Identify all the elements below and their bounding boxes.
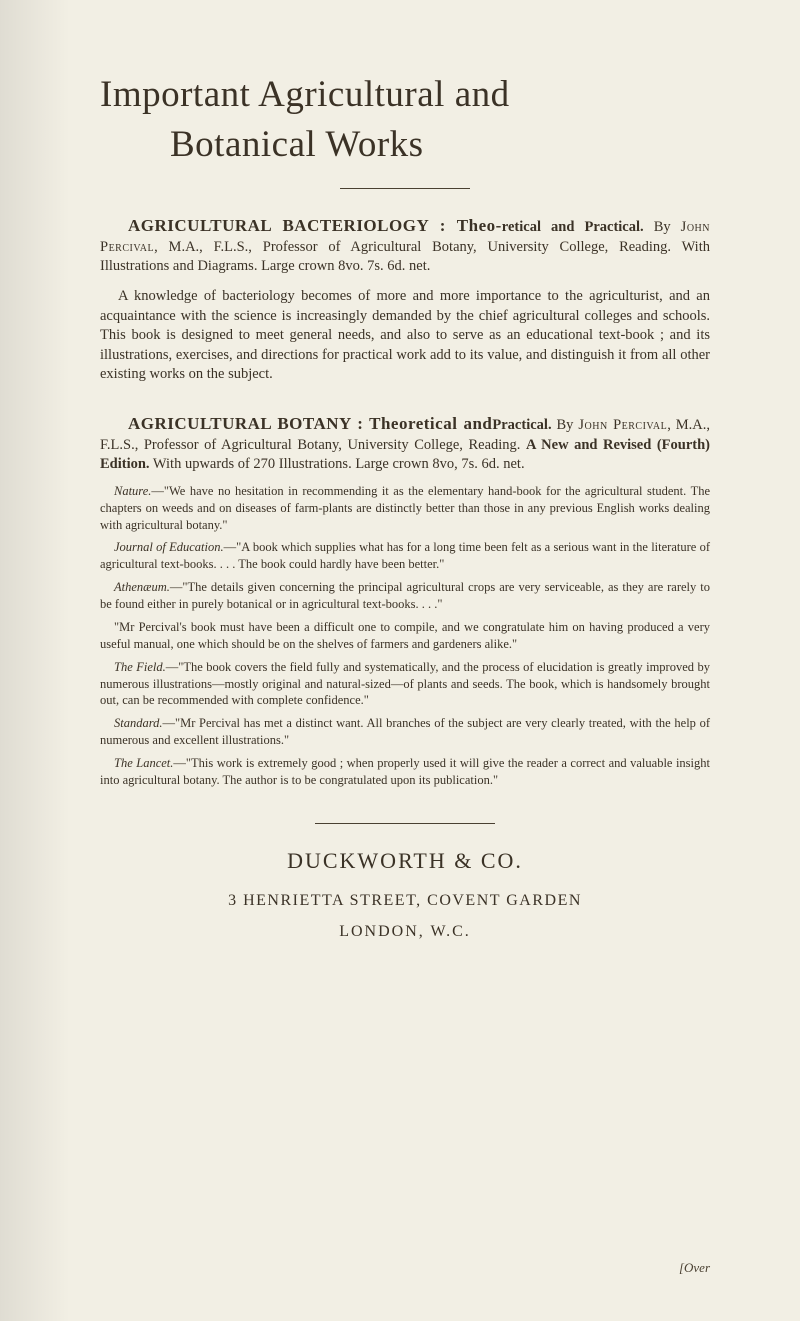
publisher-address-line-2: LONDON, W.C.: [100, 921, 710, 943]
review-item: "Mr Percival's book must have been a dif…: [100, 619, 710, 653]
review-source: Athenæum.: [114, 580, 170, 594]
review-source: The Lancet.: [114, 756, 173, 770]
review-source: The Field.: [114, 660, 166, 674]
title-rule: [340, 188, 470, 189]
review-text: —"The book covers the field fully and sy…: [100, 660, 710, 708]
entry-1-head-tail: By: [644, 219, 681, 235]
review-source: Nature.: [114, 484, 151, 498]
review-text: —"The details given concerning the princ…: [100, 580, 710, 611]
entry-1-head-rest: retical and Practical.: [502, 219, 644, 235]
title-line-2: Botanical Works: [100, 120, 710, 170]
publisher-rule: [315, 823, 495, 824]
review-item: Journal of Education.—"A book which supp…: [100, 539, 710, 573]
page-turn-indicator: [Over: [679, 1259, 710, 1277]
entry-2-after-bold2: With upwards of 270 Illustrations. Large…: [150, 456, 525, 472]
review-item: Athenæum.—"The details given concerning …: [100, 579, 710, 613]
entry-1-body: A knowledge of bacteriology becomes of m…: [100, 287, 710, 385]
book-entry-1: AGRICULTURAL BACTERIOLOGY : Theo-retical…: [100, 215, 710, 385]
entry-2-head-tail: By: [552, 417, 579, 433]
entry-2-author: John Percival: [578, 417, 667, 433]
page-title: Important Agricultural and Botanical Wor…: [100, 70, 710, 170]
review-text: —"Mr Percival has met a distinct want. A…: [100, 716, 710, 747]
review-item: Standard.—"Mr Percival has met a distinc…: [100, 715, 710, 749]
entry-2-head-rest: Practical.: [492, 417, 551, 433]
publisher-address-line-1: 3 HENRIETTA STREET, COVENT GARDEN: [100, 890, 710, 912]
review-item: Nature.—"We have no hesitation in recomm…: [100, 483, 710, 534]
book-entry-2: AGRICULTURAL BOTANY : Theoretical andPra…: [100, 413, 710, 789]
review-text: "Mr Percival's book must have been a dif…: [100, 620, 710, 651]
entry-1-after-author: , M.A., F.L.S., Professor of Agricultura…: [100, 239, 710, 275]
review-item: The Field.—"The book covers the field fu…: [100, 659, 710, 710]
entry-1-lead: AGRICULTURAL BACTERIOLOGY : Theo-: [128, 216, 502, 235]
title-line-1: Important Agricultural and: [100, 70, 710, 120]
review-source: Journal of Education.: [114, 540, 224, 554]
review-text: —"This work is extremely good ; when pro…: [100, 756, 710, 787]
scanned-page: Important Agricultural and Botanical Wor…: [0, 0, 800, 1321]
review-text: —"We have no hesitation in recommending …: [100, 484, 710, 532]
entry-2-heading: AGRICULTURAL BOTANY : Theoretical andPra…: [100, 413, 710, 475]
entry-2-lead: AGRICULTURAL BOTANY : Theoretical and: [128, 414, 492, 433]
review-source: Standard.: [114, 716, 163, 730]
entry-2-reviews: Nature.—"We have no hesitation in recomm…: [100, 483, 710, 789]
review-item: The Lancet.—"This work is extremely good…: [100, 755, 710, 789]
entry-1-heading: AGRICULTURAL BACTERIOLOGY : Theo-retical…: [100, 215, 710, 277]
publisher-name: DUCKWORTH & CO.: [100, 846, 710, 876]
